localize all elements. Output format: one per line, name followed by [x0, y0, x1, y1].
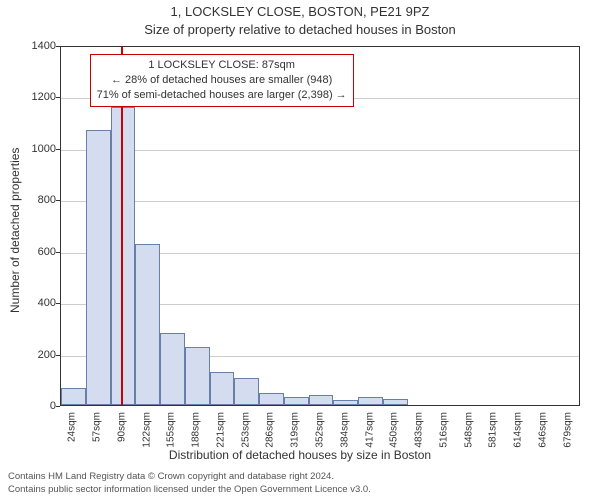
- x-tick-label: 417sqm: [364, 412, 375, 448]
- x-tick-label: 581sqm: [488, 412, 499, 448]
- histogram-bar: [358, 397, 383, 405]
- y-tick-label: 0: [6, 400, 56, 412]
- y-tick-mark: [56, 97, 60, 98]
- info-annotation-box: 1 LOCKSLEY CLOSE: 87sqm← 28% of detached…: [90, 54, 354, 107]
- histogram-bar: [234, 378, 259, 405]
- gridline: [61, 201, 579, 202]
- histogram-bar: [309, 395, 334, 405]
- gridline: [61, 150, 579, 151]
- x-tick-label: 450sqm: [389, 412, 400, 448]
- x-tick-label: 319sqm: [290, 412, 301, 448]
- footer-line2: Contains public sector information licen…: [8, 484, 371, 496]
- y-tick-mark: [56, 252, 60, 253]
- figure: 1, LOCKSLEY CLOSE, BOSTON, PE21 9PZ Size…: [0, 0, 600, 500]
- y-tick-mark: [56, 303, 60, 304]
- x-tick-label: 548sqm: [463, 412, 474, 448]
- x-tick-label: 57sqm: [92, 412, 103, 442]
- histogram-bar: [160, 333, 185, 405]
- x-tick-label: 679sqm: [562, 412, 573, 448]
- footer-line1: Contains HM Land Registry data © Crown c…: [8, 471, 371, 483]
- y-tick-label: 1200: [6, 91, 56, 103]
- histogram-bar: [259, 393, 284, 405]
- x-tick-label: 24sqm: [67, 412, 78, 442]
- x-tick-label: 188sqm: [191, 412, 202, 448]
- y-tick-label: 200: [6, 349, 56, 361]
- x-tick-label: 286sqm: [265, 412, 276, 448]
- histogram-bar: [210, 372, 235, 405]
- x-tick-label: 516sqm: [438, 412, 449, 448]
- y-tick-label: 1400: [6, 40, 56, 52]
- y-tick-mark: [56, 355, 60, 356]
- x-tick-label: 352sqm: [315, 412, 326, 448]
- histogram-bar: [61, 388, 86, 405]
- y-tick-label: 800: [6, 194, 56, 206]
- y-tick-label: 400: [6, 297, 56, 309]
- x-tick-label: 90sqm: [116, 412, 127, 442]
- x-tick-label: 221sqm: [215, 412, 226, 448]
- y-tick-mark: [56, 46, 60, 47]
- info-box-line: ← 28% of detached houses are smaller (94…: [97, 73, 347, 88]
- y-tick-mark: [56, 200, 60, 201]
- x-tick-label: 384sqm: [339, 412, 350, 448]
- x-tick-label: 646sqm: [537, 412, 548, 448]
- histogram-bar: [185, 347, 210, 405]
- x-tick-label: 253sqm: [240, 412, 251, 448]
- plot-area: 1 LOCKSLEY CLOSE: 87sqm← 28% of detached…: [60, 46, 580, 406]
- y-tick-mark: [56, 149, 60, 150]
- y-tick-mark: [56, 406, 60, 407]
- footer-attribution: Contains HM Land Registry data © Crown c…: [8, 471, 371, 496]
- x-tick-label: 122sqm: [141, 412, 152, 448]
- histogram-bar: [333, 400, 358, 405]
- x-tick-label: 614sqm: [513, 412, 524, 448]
- chart-title-main: 1, LOCKSLEY CLOSE, BOSTON, PE21 9PZ: [0, 4, 600, 19]
- x-tick-label: 155sqm: [166, 412, 177, 448]
- y-tick-label: 1000: [6, 143, 56, 155]
- histogram-bar: [135, 244, 160, 405]
- histogram-bar: [284, 397, 309, 405]
- chart-title-sub: Size of property relative to detached ho…: [0, 22, 600, 37]
- histogram-bar: [383, 399, 408, 405]
- y-tick-label: 600: [6, 246, 56, 258]
- x-axis-label: Distribution of detached houses by size …: [0, 448, 600, 462]
- info-box-line: 1 LOCKSLEY CLOSE: 87sqm: [97, 58, 347, 73]
- y-axis-label: Number of detached properties: [8, 148, 22, 313]
- info-box-line: 71% of semi-detached houses are larger (…: [97, 88, 347, 103]
- histogram-bar: [86, 130, 111, 405]
- x-tick-label: 483sqm: [414, 412, 425, 448]
